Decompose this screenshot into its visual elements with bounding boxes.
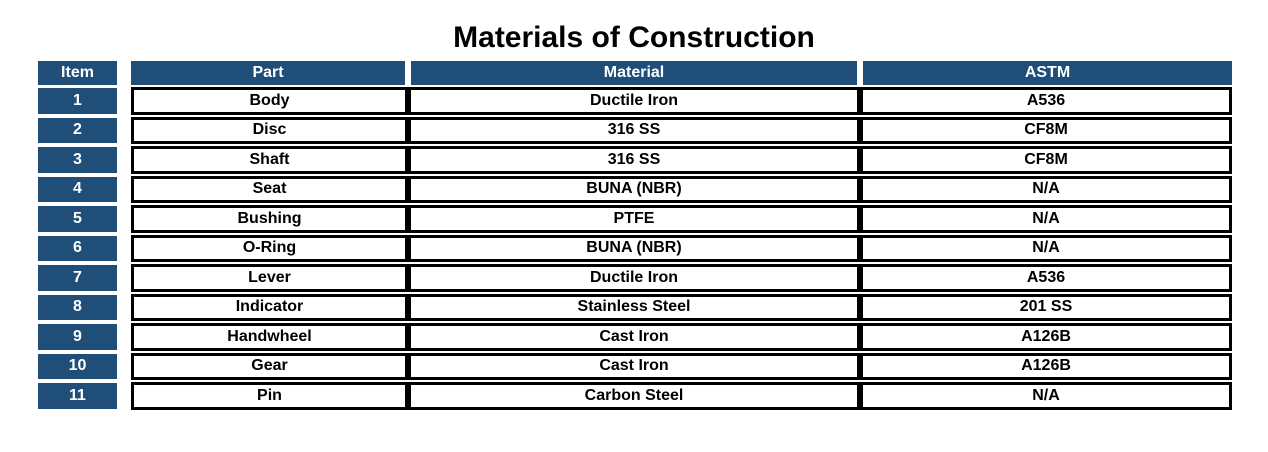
column-gap	[117, 117, 131, 145]
material-cell: BUNA (NBR)	[408, 234, 860, 262]
header-cell-astm: ASTM	[860, 61, 1232, 85]
column-gap	[117, 87, 131, 115]
material-cell: 316 SS	[408, 146, 860, 174]
astm-cell: N/A	[860, 382, 1232, 410]
table-row: 2 Disc 316 SS CF8M	[38, 116, 1232, 145]
column-gap	[117, 146, 131, 174]
astm-cell: A126B	[860, 352, 1232, 380]
table-row: 8 Indicator Stainless Steel 201 SS	[38, 293, 1232, 322]
part-cell: Shaft	[131, 146, 408, 174]
material-cell: Ductile Iron	[408, 87, 860, 115]
astm-cell: N/A	[860, 175, 1232, 203]
item-number-cell: 10	[38, 353, 117, 379]
item-number-cell: 3	[38, 147, 117, 173]
material-cell: Carbon Steel	[408, 382, 860, 410]
part-cell: Indicator	[131, 293, 408, 321]
astm-cell: CF8M	[860, 116, 1232, 144]
part-cell: Disc	[131, 116, 408, 144]
header-cell-part: Part	[131, 61, 408, 85]
table-row: 11 Pin Carbon Steel N/A	[38, 382, 1232, 410]
material-cell: 316 SS	[408, 116, 860, 144]
item-number-cell: 6	[38, 235, 117, 261]
table-row: 3 Shaft 316 SS CF8M	[38, 146, 1232, 174]
column-gap	[117, 264, 131, 292]
column-gap	[117, 353, 131, 381]
table-row: 7 Lever Ductile Iron A536	[38, 264, 1232, 292]
part-cell: Gear	[131, 352, 408, 380]
part-cell: O-Ring	[131, 234, 408, 262]
table-row: 10 Gear Cast Iron A126B	[38, 352, 1232, 381]
part-cell: Handwheel	[131, 323, 408, 351]
item-number-cell: 5	[38, 206, 117, 232]
material-cell: Cast Iron	[408, 323, 860, 351]
column-gap	[117, 382, 131, 410]
table-row: 1 Body Ductile Iron A536	[38, 87, 1232, 115]
column-gap	[117, 294, 131, 322]
astm-cell: N/A	[860, 205, 1232, 233]
column-gap	[117, 235, 131, 263]
item-number-cell: 4	[38, 176, 117, 202]
astm-cell: 201 SS	[860, 293, 1232, 321]
astm-cell: A536	[860, 264, 1232, 292]
table-body: 1 Body Ductile Iron A536 2 Disc 316 SS CF8M 3 Sha…	[38, 87, 1232, 410]
material-cell: BUNA (NBR)	[408, 175, 860, 203]
item-number-cell: 2	[38, 117, 117, 143]
materials-table: Item Part Material ASTM 1 Body Ductile Iro…	[38, 61, 1232, 410]
item-number-cell: 11	[38, 383, 117, 409]
astm-cell: A536	[860, 87, 1232, 115]
part-cell: Bushing	[131, 205, 408, 233]
astm-cell: N/A	[860, 234, 1232, 262]
item-number-cell: 1	[38, 88, 117, 114]
column-gap	[117, 61, 131, 85]
material-cell: Cast Iron	[408, 352, 860, 380]
item-number-cell: 8	[38, 294, 117, 320]
astm-cell: CF8M	[860, 146, 1232, 174]
part-cell: Lever	[131, 264, 408, 292]
table-row: 9 Handwheel Cast Iron A126B	[38, 323, 1232, 351]
part-cell: Pin	[131, 382, 408, 410]
material-cell: Stainless Steel	[408, 293, 860, 321]
header-row: Item Part Material ASTM	[38, 61, 1232, 85]
column-gap	[117, 205, 131, 233]
material-cell: Ductile Iron	[408, 264, 860, 292]
header-cell-item: Item	[38, 61, 117, 85]
column-gap	[117, 323, 131, 351]
material-cell: PTFE	[408, 205, 860, 233]
table-row: 4 Seat BUNA (NBR) N/A	[38, 175, 1232, 204]
table-row: 6 O-Ring BUNA (NBR) N/A	[38, 234, 1232, 263]
part-cell: Seat	[131, 175, 408, 203]
table-row: 5 Bushing PTFE N/A	[38, 205, 1232, 233]
header-cell-material: Material	[408, 61, 860, 85]
item-number-cell: 9	[38, 324, 117, 350]
page-title: Materials of Construction	[453, 21, 815, 54]
part-cell: Body	[131, 87, 408, 115]
item-number-cell: 7	[38, 265, 117, 291]
astm-cell: A126B	[860, 323, 1232, 351]
column-gap	[117, 176, 131, 204]
